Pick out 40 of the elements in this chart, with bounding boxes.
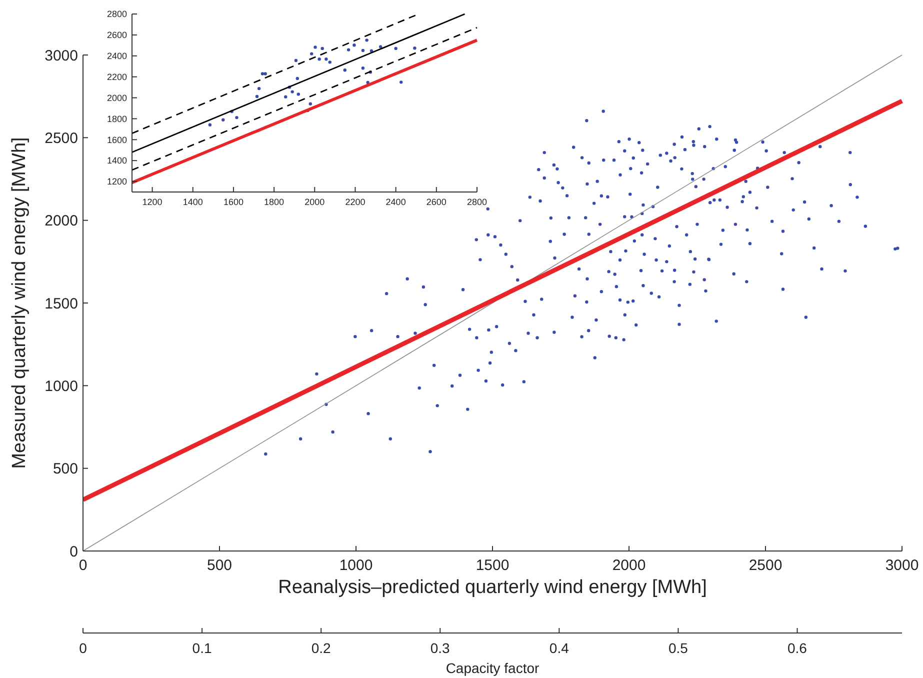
y-axis-title: Measured quarterly wind energy [MWh] — [9, 137, 30, 469]
y-tick-label: 1400 — [106, 156, 127, 166]
y-tick-label: 1000 — [44, 378, 78, 395]
y-tick-label: 2600 — [106, 30, 127, 40]
x-tick-label: 1400 — [182, 197, 203, 207]
x-tick-label: 2600 — [426, 197, 446, 207]
x-tick-label: 2800 — [466, 197, 488, 207]
y-tick-label: 3000 — [44, 47, 78, 64]
x2-tick-label: 0.4 — [549, 640, 570, 656]
x-tick-label: 3000 — [885, 557, 919, 574]
y-tick-label: 1800 — [106, 114, 127, 124]
y-tick-label: 2000 — [44, 212, 78, 230]
y-tick-label: 0 — [70, 543, 78, 560]
y-tick-label: 2200 — [106, 72, 127, 82]
x2-tick-label: 0.2 — [311, 640, 332, 656]
y-tick-label: 1200 — [106, 176, 127, 187]
x-tick-label: 2200 — [345, 197, 366, 207]
x2-tick-label: 0.1 — [192, 640, 212, 656]
x-tick-label: 2000 — [612, 557, 646, 574]
x2-axis-title: Capacity factor — [446, 660, 540, 676]
x2-tick-label: 0.3 — [430, 640, 450, 656]
x-tick-label: 2500 — [748, 557, 782, 574]
x-tick-label: 2400 — [386, 197, 406, 207]
x2-tick-label: 0.5 — [668, 640, 688, 656]
y-tick-label: 2400 — [106, 51, 127, 62]
y-tick-label: 1500 — [44, 295, 78, 312]
x-tick-label: 1200 — [142, 197, 162, 207]
y-tick-label: 1600 — [106, 134, 127, 145]
y-tick-label: 2000 — [106, 92, 127, 103]
x2-tick-label: 0.6 — [788, 640, 808, 656]
x-tick-label: 1000 — [339, 557, 373, 574]
y-tick-label: 500 — [52, 460, 78, 478]
x-tick-label: 1500 — [476, 557, 510, 574]
x-tick-label: 2000 — [304, 197, 325, 207]
y-tick-label: 2800 — [106, 9, 127, 20]
x-tick-label: 1600 — [223, 197, 244, 207]
x-tick-label: 500 — [206, 557, 232, 574]
x-axis-title: Reanalysis–predicted quarterly wind energy [MWh] — [278, 577, 707, 598]
y-tick-label: 2500 — [44, 130, 78, 147]
x-tick-label: 1800 — [264, 197, 284, 207]
